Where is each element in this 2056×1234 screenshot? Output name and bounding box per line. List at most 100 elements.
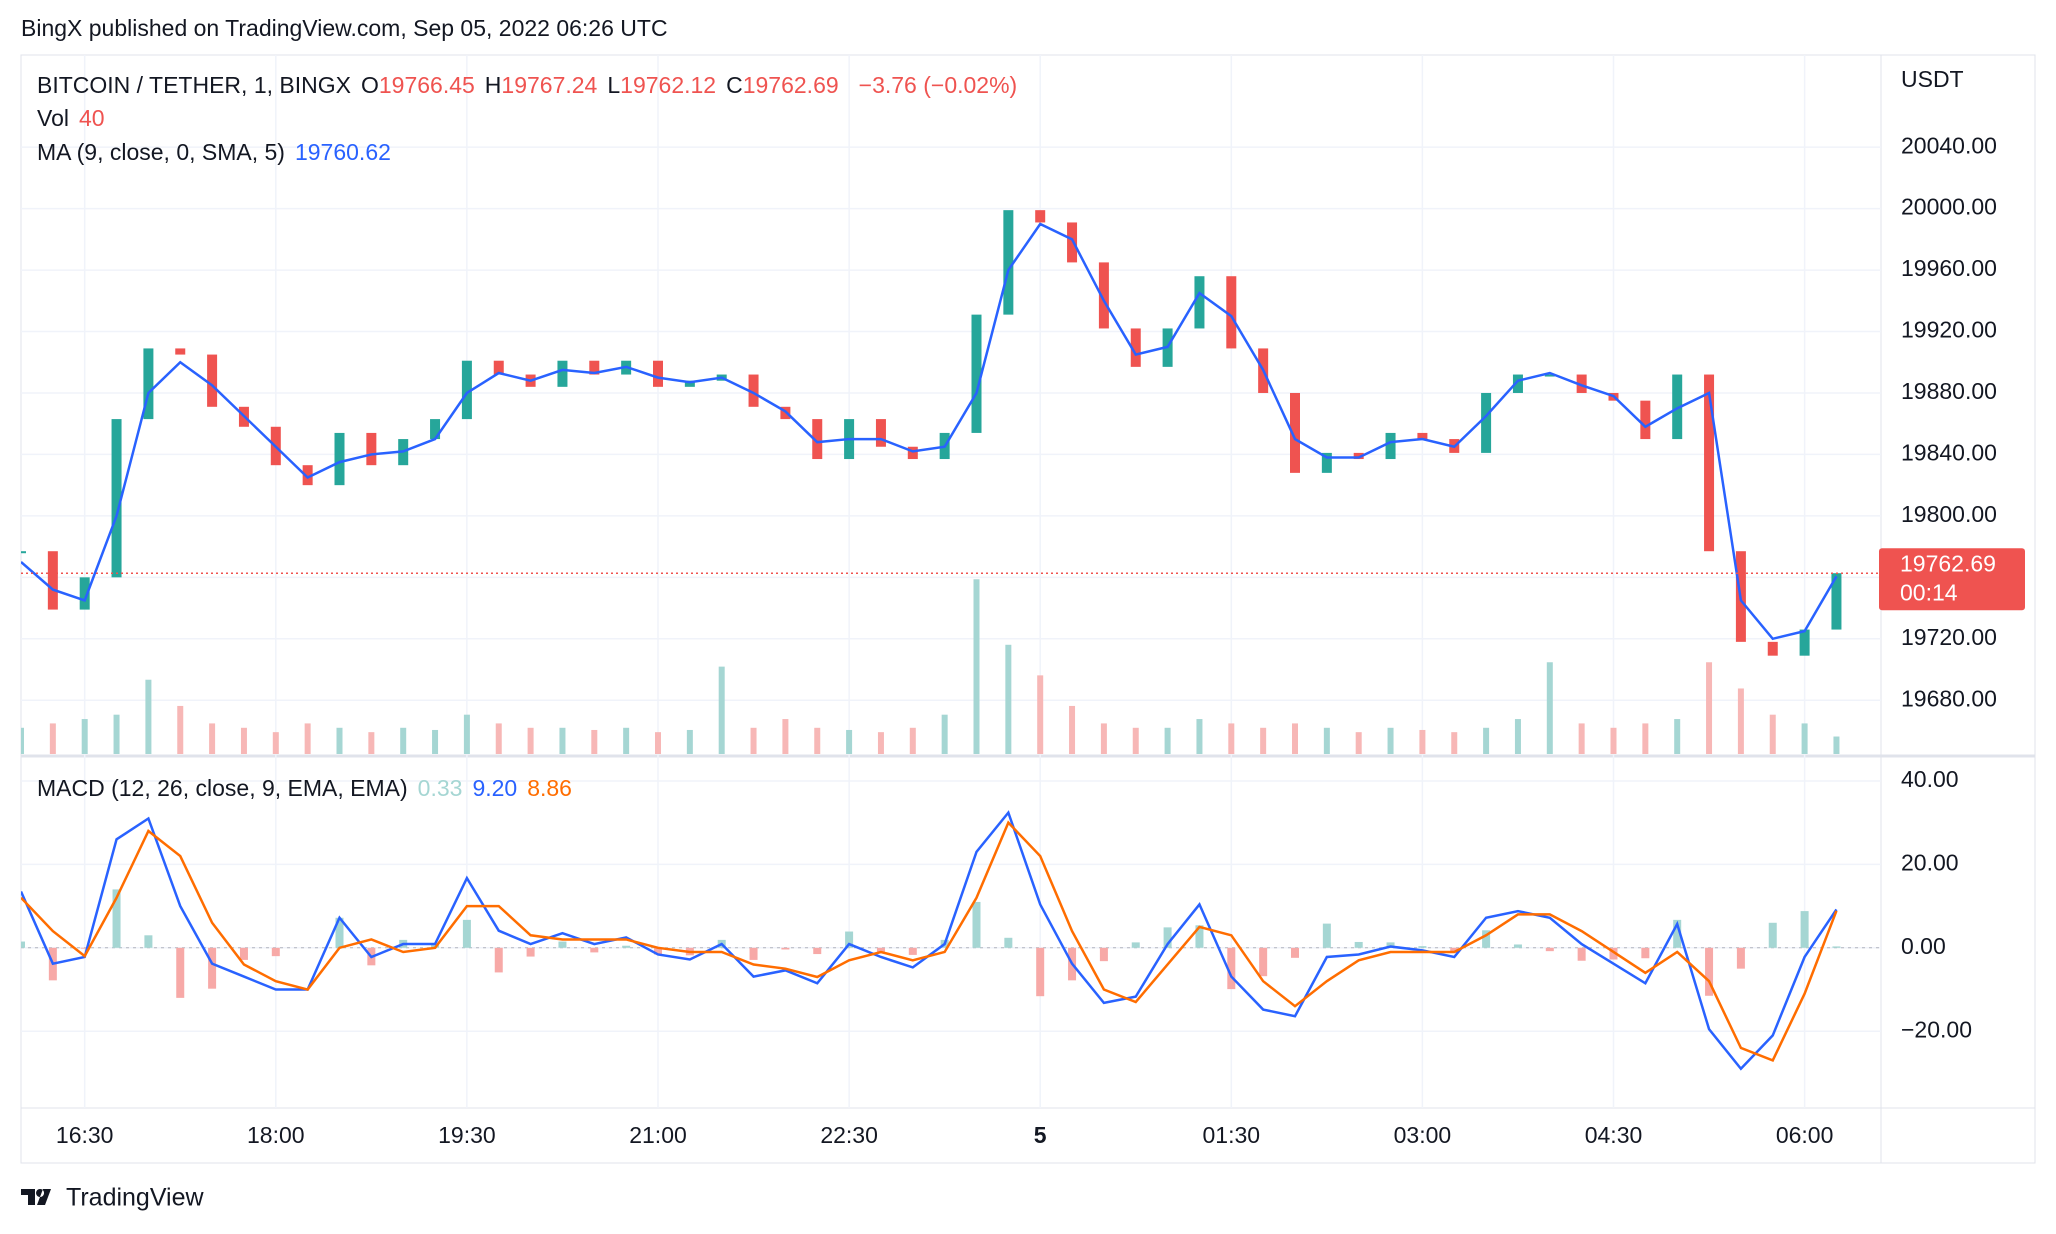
volume-last: 40	[78, 105, 105, 131]
volume-name: Vol	[37, 105, 69, 131]
candle-body	[1799, 629, 1810, 656]
candle-body	[111, 419, 122, 578]
candle-body	[1194, 276, 1205, 329]
ohlc-value: 19762.69	[742, 72, 839, 98]
histogram-bar	[749, 947, 758, 960]
histogram-bar	[208, 947, 217, 989]
candle-body	[1098, 262, 1109, 329]
y-tick-label: 19720.00	[1901, 624, 1997, 650]
macd-last: 9.20	[472, 775, 518, 801]
volume-bar	[973, 579, 980, 754]
volume-bar	[272, 732, 279, 754]
volume-bar	[877, 732, 884, 754]
hist-last: 0.33	[417, 775, 463, 801]
candle-body	[493, 360, 504, 375]
y-tick-label: −20.00	[1901, 1016, 1972, 1042]
histogram-bar	[1577, 947, 1586, 961]
histogram-bar	[1099, 947, 1108, 962]
volume-bar	[1100, 723, 1107, 754]
volume-bar	[21, 727, 24, 754]
histogram-bar	[1736, 947, 1745, 969]
volume-bar	[81, 719, 88, 754]
histogram-bar	[1291, 947, 1299, 958]
volume-bar	[1514, 719, 1521, 754]
volume-bar	[1196, 719, 1203, 754]
histogram-bar	[558, 941, 567, 948]
volume-bar	[1164, 727, 1171, 754]
candle-body	[748, 374, 759, 407]
histogram-bar	[845, 931, 854, 948]
histogram-bar	[1609, 947, 1618, 960]
candle-body	[1544, 374, 1555, 377]
legend-ma: MA (9, close, 0, SMA, 5) 19760.62	[37, 137, 401, 167]
ma-name: MA (9, close, 0, SMA, 5)	[37, 139, 285, 165]
y-tick-label: 19800.00	[1901, 501, 1997, 527]
countdown: 00:14	[1900, 579, 1958, 605]
x-tick-label: 22:30	[820, 1122, 878, 1148]
histogram-bar	[1800, 911, 1809, 948]
histogram-bar	[1386, 942, 1395, 948]
candle-body	[1130, 328, 1141, 367]
volume-bar	[1483, 727, 1490, 754]
histogram-bar	[335, 917, 344, 948]
volume-bar	[49, 723, 56, 754]
ohlc-key: L	[607, 72, 621, 98]
last-price-label: 19762.69	[1900, 550, 1996, 576]
volume-bar	[1387, 727, 1394, 754]
legend-main: BITCOIN / TETHER, 1, BINGX O19766.45 H1976…	[37, 70, 1027, 100]
candle-body	[1831, 573, 1842, 630]
histogram-bar	[622, 945, 631, 948]
volume-bar	[559, 727, 566, 754]
candle-body	[1035, 210, 1046, 223]
volume-bar	[145, 679, 152, 754]
histogram-bar	[1545, 947, 1554, 952]
histogram-bar	[1673, 919, 1682, 948]
y-tick-label: 19960.00	[1901, 255, 1997, 281]
histogram-bar	[590, 947, 599, 953]
y-tick-label: 20.00	[1901, 849, 1959, 875]
volume-bar	[113, 714, 120, 754]
legend-volume: Vol 40	[37, 103, 115, 133]
volume-bar	[941, 714, 948, 754]
volume-bar	[655, 732, 661, 754]
histogram-bar	[1418, 946, 1427, 948]
candle-body	[1672, 374, 1683, 440]
candle-body	[1003, 210, 1014, 315]
volume-bar	[846, 729, 853, 754]
last-price-box	[1879, 548, 2025, 611]
change: −3.76 (−0.02%)	[858, 72, 1018, 98]
volume-bar	[1801, 723, 1808, 754]
histogram-bar	[1227, 947, 1236, 990]
legend-macd: MACD (12, 26, close, 9, EMA, EMA) 0.33 9.2…	[37, 773, 582, 803]
x-tick-label: 03:00	[1394, 1122, 1452, 1148]
candle-body	[812, 419, 823, 460]
candle-body	[653, 360, 663, 387]
volume-bar	[1005, 644, 1012, 754]
y-tick-label: 40.00	[1901, 766, 1959, 792]
candle-body	[143, 348, 154, 420]
histogram-bar	[1482, 930, 1491, 948]
ohlc-key: H	[484, 72, 502, 98]
y-tick-label: 20040.00	[1901, 132, 1997, 158]
volume-bar	[1769, 714, 1776, 754]
volume-bar	[814, 727, 821, 754]
histogram-bar	[1195, 925, 1204, 948]
histogram-bar	[876, 947, 885, 953]
candle-body	[1767, 641, 1778, 656]
y-tick-label: 20000.00	[1901, 194, 1997, 220]
candle-body	[175, 348, 186, 355]
volume-bar	[1323, 727, 1330, 754]
candle-body	[21, 551, 26, 554]
volume-bar	[1546, 662, 1553, 754]
histogram-bar	[781, 947, 790, 950]
axis-unit: USDT	[1901, 66, 1964, 92]
y-tick-label: 0.00	[1901, 933, 1946, 959]
volume-bar	[1706, 662, 1713, 754]
volume-bar	[591, 729, 598, 754]
candle-body	[1576, 374, 1587, 393]
candle-body	[875, 419, 886, 447]
volume-bar	[1451, 732, 1458, 754]
histogram-bar	[1004, 937, 1013, 948]
